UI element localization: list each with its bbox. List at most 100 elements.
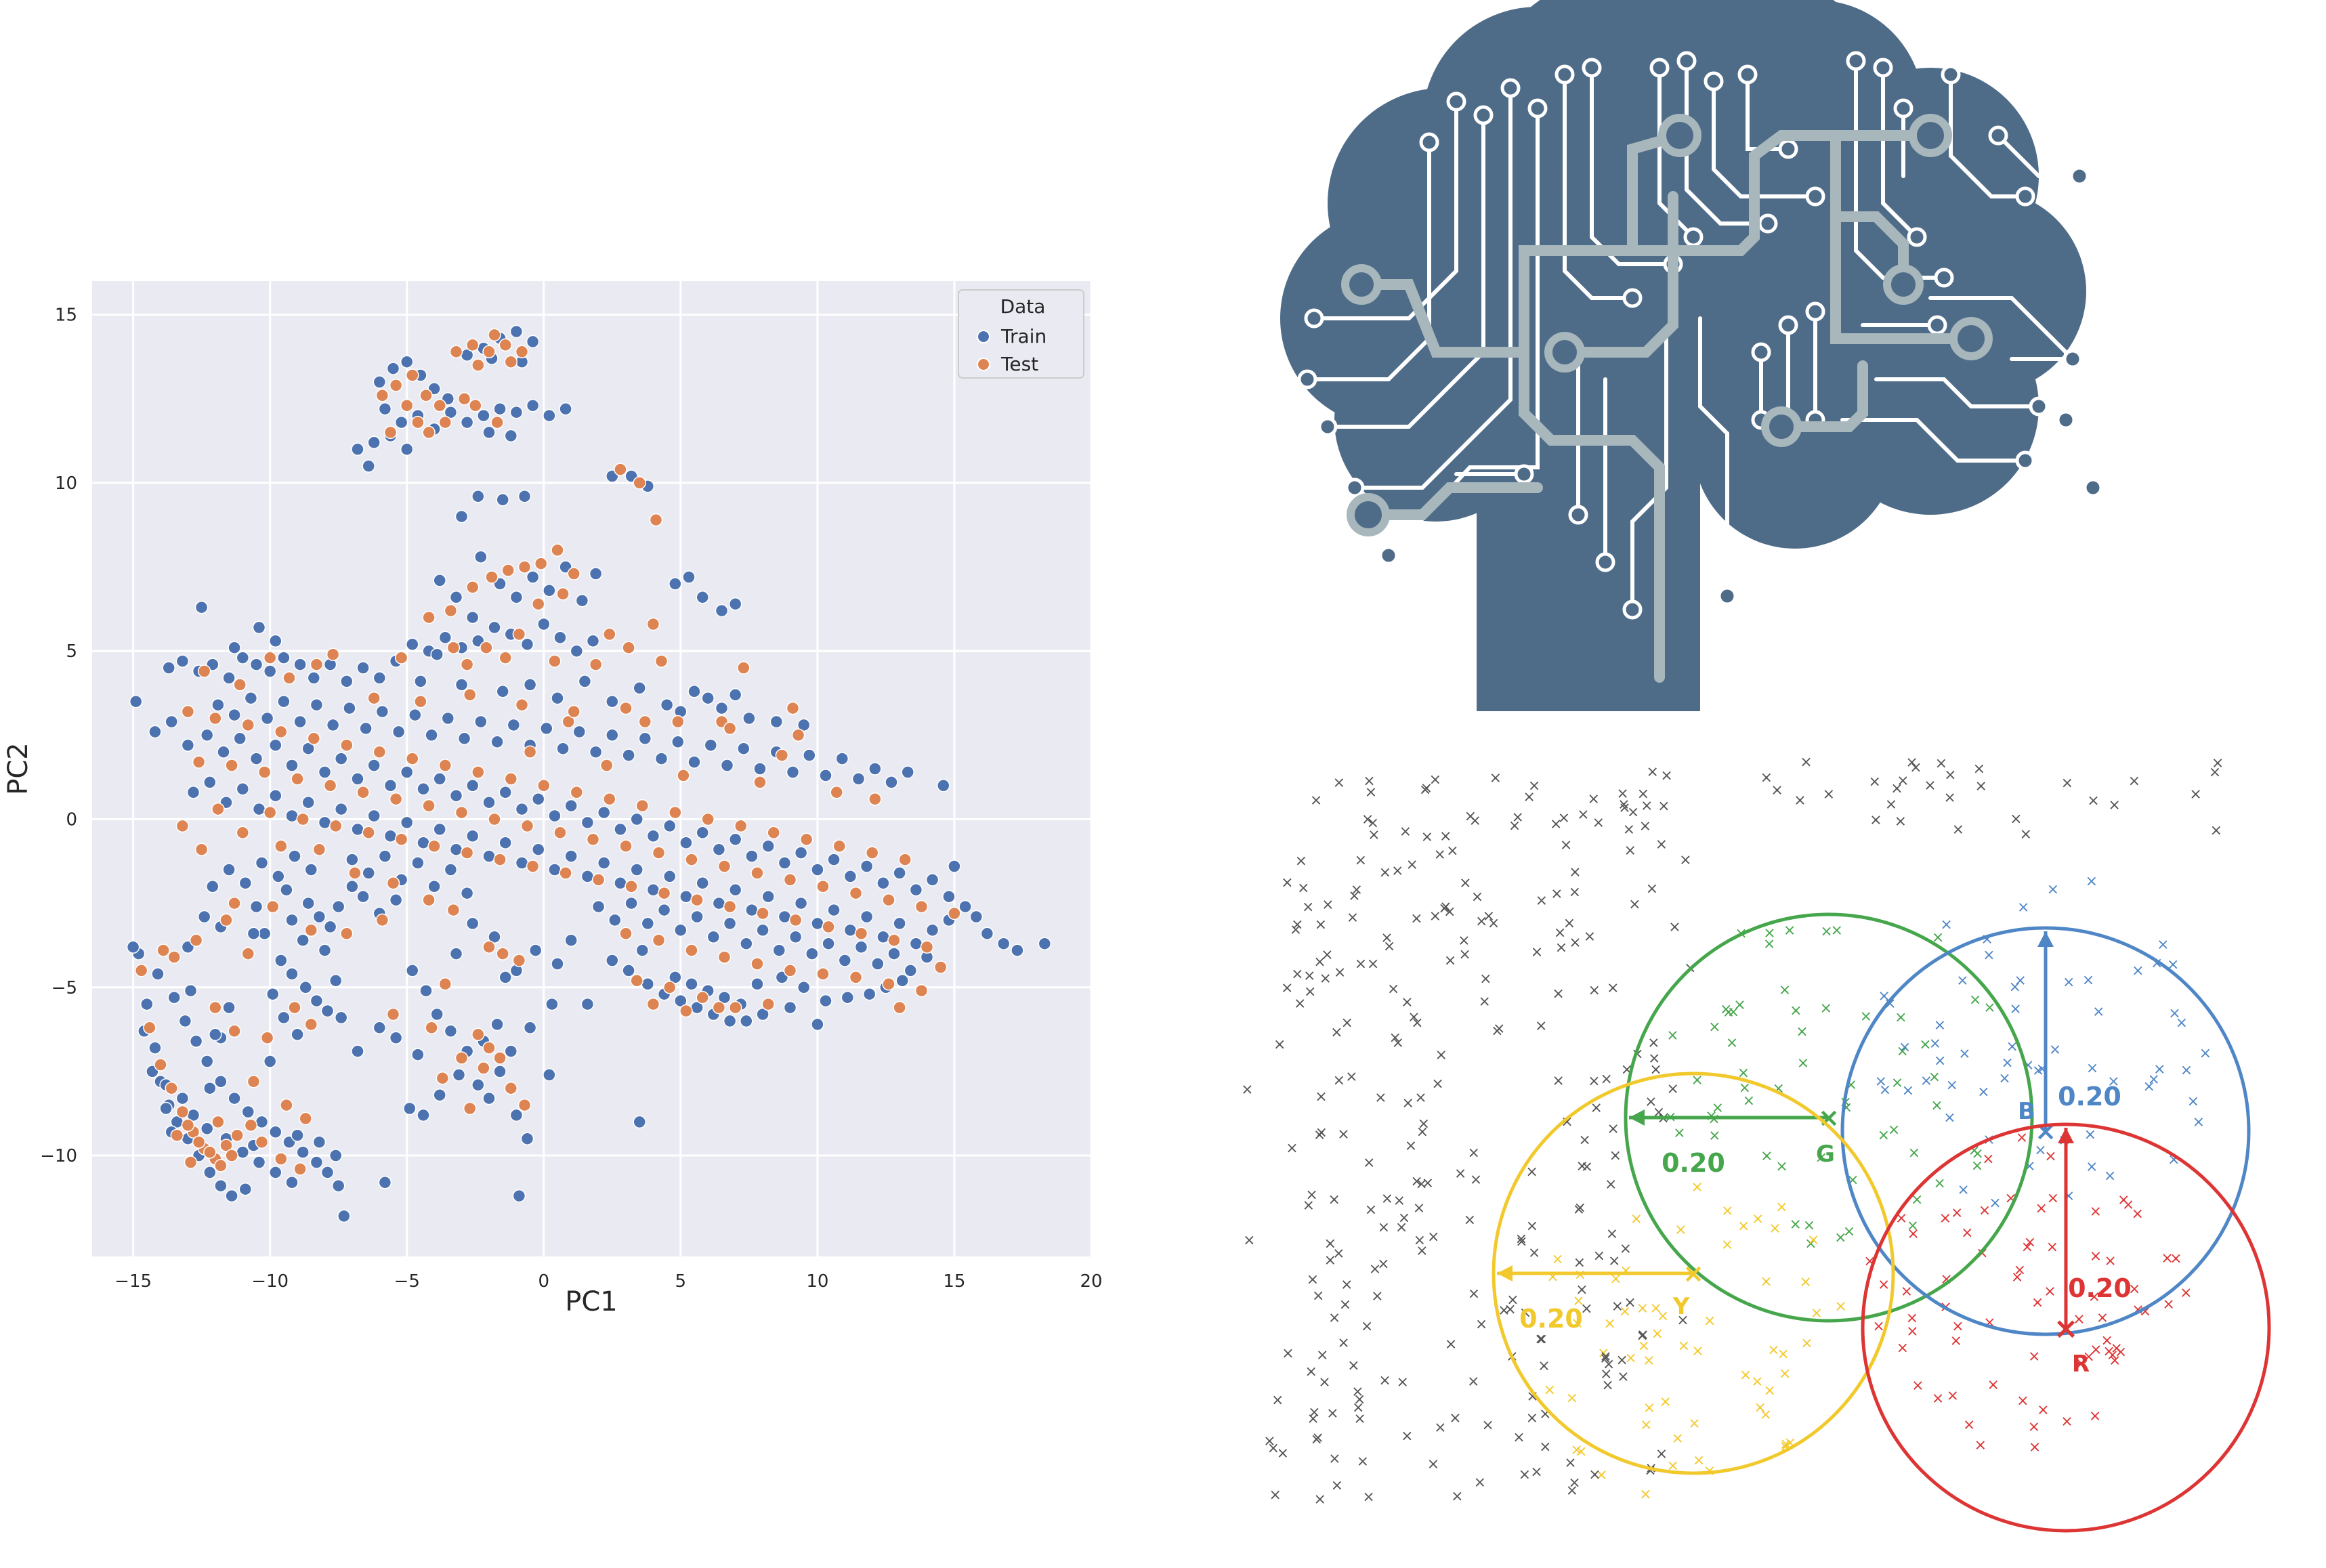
point-train — [925, 923, 939, 937]
point-test — [887, 933, 901, 947]
point-train — [578, 675, 592, 688]
unassigned-point: × — [1281, 980, 1293, 997]
point-train — [794, 846, 808, 860]
yellow-point: × — [1639, 1486, 1651, 1503]
point-test — [406, 752, 419, 765]
point-train — [296, 933, 310, 947]
point-train — [551, 691, 564, 705]
unassigned-point: × — [1379, 864, 1391, 881]
point-train — [444, 405, 458, 419]
blue-point: × — [2009, 1000, 2021, 1017]
point-test — [750, 866, 764, 880]
point-test — [383, 425, 398, 440]
legend-title: Data — [1000, 295, 1046, 318]
red-point: × — [2131, 1206, 2143, 1223]
point-train — [178, 1014, 192, 1028]
blue-point: × — [2032, 1063, 2044, 1080]
cluster-label-blue: B — [2018, 1098, 2035, 1125]
green-point: × — [1720, 1001, 1732, 1018]
point-train — [206, 880, 219, 893]
point-train — [564, 933, 578, 947]
point-train — [247, 927, 261, 941]
unassigned-point: × — [1616, 785, 1628, 802]
point-train — [433, 1088, 446, 1102]
unassigned-point: × — [1592, 814, 1605, 831]
point-test — [411, 415, 425, 429]
yellow-point: × — [1570, 1441, 1582, 1458]
point-train — [236, 782, 250, 796]
unassigned-point: × — [1427, 1456, 1439, 1472]
point-test — [933, 960, 948, 974]
unassigned-point: × — [1523, 789, 1535, 806]
yellow-point: × — [1807, 1232, 1819, 1249]
green-point: × — [1743, 1093, 1755, 1109]
green-point: × — [1733, 997, 1746, 1014]
point-test — [734, 819, 748, 833]
point-train — [238, 876, 253, 890]
point-train — [228, 708, 241, 722]
unassigned-point: × — [1666, 1080, 1678, 1097]
point-train — [329, 974, 343, 988]
point-test — [515, 698, 529, 712]
legend: Data Train Test — [958, 289, 1084, 379]
point-train — [249, 899, 263, 914]
point-train — [351, 822, 364, 836]
unassigned-point: × — [1449, 1410, 1461, 1427]
unassigned-point: × — [2209, 764, 2221, 781]
point-test — [181, 704, 195, 719]
point-test — [471, 765, 485, 779]
point-test — [211, 802, 225, 816]
point-train — [430, 1007, 444, 1021]
green-point: × — [1860, 1008, 1872, 1025]
point-train — [876, 876, 890, 890]
point-test — [422, 799, 436, 813]
point-train — [269, 1166, 282, 1179]
point-train — [411, 1048, 425, 1061]
unassigned-point: × — [1313, 1127, 1326, 1144]
unassigned-point: × — [1467, 1374, 1479, 1391]
unassigned-point: × — [1679, 852, 1691, 869]
point-train — [909, 883, 923, 897]
unassigned-point: × — [1550, 816, 1562, 833]
point-test — [425, 1021, 438, 1035]
unassigned-point: × — [1305, 1187, 1317, 1204]
yellow-point: × — [1799, 1273, 1811, 1290]
point-train — [260, 711, 274, 725]
point-train — [241, 1105, 255, 1119]
point-train — [351, 772, 364, 786]
point-test — [209, 1000, 222, 1015]
unassigned-point: × — [1439, 898, 1452, 915]
unassigned-point: × — [1387, 981, 1399, 998]
point-test — [181, 1118, 195, 1132]
point-test — [175, 819, 190, 833]
cluster-label-green: G — [1816, 1141, 1835, 1168]
unassigned-point: × — [1328, 1191, 1340, 1208]
unassigned-point: × — [1531, 944, 1543, 961]
blue-point: × — [2006, 1038, 2018, 1055]
green-point: × — [1843, 1223, 1855, 1240]
unassigned-point: × — [1324, 1252, 1336, 1269]
point-test — [244, 1118, 258, 1132]
unassigned-point: × — [1771, 782, 1783, 799]
point-train — [948, 860, 961, 873]
point-test — [422, 893, 436, 907]
unassigned-point: × — [1668, 919, 1680, 936]
unassigned-point: × — [1491, 1023, 1503, 1040]
point-train — [885, 776, 898, 789]
point-train — [312, 1135, 326, 1149]
green-point: × — [1708, 1128, 1720, 1145]
unassigned-point: × — [2128, 773, 2140, 790]
red-point: × — [2044, 1148, 2056, 1165]
point-test — [517, 1098, 532, 1112]
point-train — [1038, 937, 1052, 950]
unassigned-point: × — [1897, 772, 1909, 789]
point-train — [958, 899, 972, 914]
point-train — [433, 822, 446, 836]
point-train — [214, 1075, 228, 1088]
blue-point: × — [2047, 881, 2059, 898]
green-point: × — [1739, 1080, 1751, 1097]
unassigned-point: × — [1468, 1286, 1480, 1302]
point-test — [241, 718, 255, 732]
red-point: × — [2104, 1253, 2116, 1270]
yellow-point: × — [1551, 1251, 1563, 1268]
